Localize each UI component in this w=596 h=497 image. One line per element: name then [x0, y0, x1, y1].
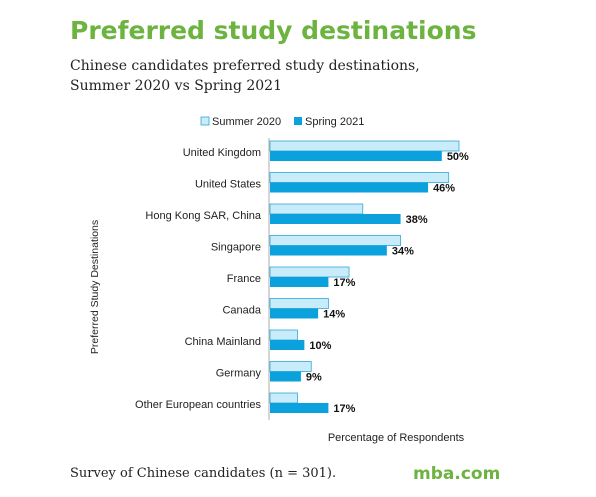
bar-spring-2021-france — [270, 277, 329, 287]
data-label-spring-2021-united-kingdom: 50% — [447, 151, 469, 163]
data-label-spring-2021-china-mainland: 10% — [309, 340, 331, 352]
category-label-germany: Germany — [216, 368, 262, 380]
category-label-china-mainland: China Mainland — [185, 336, 261, 348]
bar-spring-2021-germany — [270, 371, 301, 382]
bar-spring-2021-china-mainland — [270, 340, 305, 350]
bar-summer-2020-other-european-countries — [269, 392, 298, 404]
page-subtitle: Chinese candidates preferred study desti… — [70, 56, 450, 96]
category-label-united-states: United States — [195, 179, 262, 191]
category-label-singapore: Singapore — [211, 242, 261, 254]
chart-legend: Summer 2020 Spring 2021 — [200, 116, 364, 128]
bar-summer-2020-hong-kong-sar-china — [269, 203, 364, 215]
x-axis-title: Percentage of Respondents — [328, 432, 465, 444]
bar-summer-2020-singapore — [269, 235, 401, 246]
bar-summer-2020-france — [269, 266, 350, 278]
data-label-spring-2021-united-states: 46% — [433, 183, 455, 195]
category-label-united-kingdom: United Kingdom — [183, 147, 261, 159]
brand-logo: mba.com — [413, 464, 501, 484]
bar-spring-2021-united-states — [270, 182, 429, 193]
data-label-spring-2021-hong-kong-sar-china: 38% — [406, 214, 428, 226]
bar-summer-2020-germany — [269, 361, 312, 372]
subtitle-line-1: Chinese candidates preferred study desti… — [70, 58, 420, 74]
legend-swatch-spring-2021 — [294, 117, 302, 125]
legend-label-summer-2020: Summer 2020 — [212, 116, 281, 128]
category-label-hong-kong-sar-china: Hong Kong SAR, China — [145, 210, 261, 222]
category-label-other-european-countries: Other European countries — [135, 399, 261, 411]
legend-label-spring-2021: Spring 2021 — [305, 116, 364, 128]
survey-note: Survey of Chinese candidates (n = 301). — [70, 466, 337, 481]
data-label-spring-2021-other-european-countries: 17% — [333, 403, 355, 415]
category-labels: United Kingdom United States Hong Kong SAR… — [135, 147, 262, 411]
category-label-france: France — [227, 273, 261, 285]
legend-swatch-summer-2020 — [200, 116, 210, 126]
data-label-spring-2021-france: 17% — [333, 277, 355, 289]
bar-spring-2021-other-european-countries — [270, 403, 329, 413]
bar-summer-2020-canada — [269, 298, 329, 309]
category-label-canada: Canada — [222, 305, 261, 317]
page-title: Preferred study destinations — [70, 16, 477, 45]
bar-summer-2020-united-kingdom — [269, 140, 460, 152]
subtitle-line-2: Summer 2020 vs Spring 2021 — [70, 78, 282, 94]
bar-spring-2021-hong-kong-sar-china — [270, 214, 401, 224]
data-label-spring-2021-singapore: 34% — [392, 246, 414, 258]
data-label-spring-2021-canada: 14% — [323, 309, 345, 321]
bar-spring-2021-canada — [270, 308, 319, 319]
bar-spring-2021-united-kingdom — [270, 151, 442, 161]
data-labels: 50% 46% 38% 34% 17% 14% 10% 9% 17% — [306, 151, 469, 415]
bar-summer-2020-china-mainland — [269, 329, 298, 341]
data-label-spring-2021-germany: 9% — [306, 372, 322, 384]
y-axis-title: Preferred Study Destinations — [89, 220, 101, 354]
bar-summer-2020-united-states — [269, 172, 450, 183]
bars — [269, 140, 460, 413]
bar-spring-2021-singapore — [270, 245, 387, 256]
